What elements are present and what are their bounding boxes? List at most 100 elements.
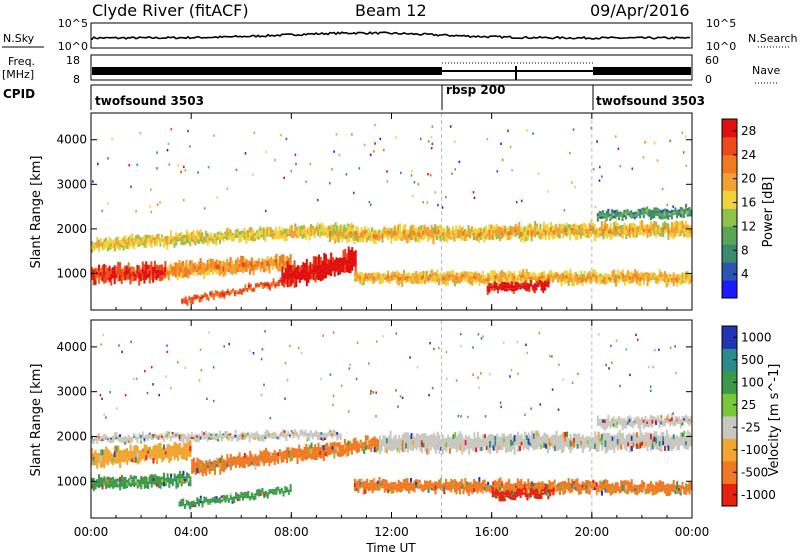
scatter-cell (558, 274, 561, 278)
scatter-cell (413, 276, 416, 280)
scatter-cell (646, 209, 649, 213)
scatter-cell (234, 264, 237, 270)
sparse-echo (685, 164, 688, 167)
scatter-cell (643, 435, 646, 440)
scatter-cell (208, 240, 211, 244)
scatter-cell (521, 236, 524, 241)
scatter-cell (545, 433, 548, 439)
scatter-cell (451, 234, 454, 240)
scatter-cell (462, 442, 465, 448)
scatter-cell (149, 478, 152, 482)
scatter-cell (262, 286, 265, 289)
scatter-cell (427, 489, 430, 493)
scatter-cell (185, 260, 188, 266)
sparse-echo (333, 150, 335, 153)
scatter-cell (178, 271, 181, 277)
scatter-cell (215, 241, 218, 246)
scatter-cell (408, 490, 411, 494)
scatter-cell (650, 445, 653, 451)
scatter-cell (349, 444, 352, 448)
scatter-cell (557, 445, 560, 451)
scatter-cell (283, 433, 286, 436)
scatter-cell (287, 431, 290, 433)
scatter-cell (657, 278, 660, 282)
scatter-cell (197, 433, 200, 437)
scatter-cell (262, 235, 265, 240)
scatter-cell (259, 261, 262, 265)
scatter-cell (688, 436, 691, 442)
scatter-cell (688, 233, 691, 237)
scatter-cell (509, 225, 512, 231)
scatter-cell (242, 289, 245, 291)
scatter-cell (342, 444, 345, 449)
scatter-cell (146, 269, 149, 274)
scatter-cell (273, 460, 276, 466)
scatter-cell (282, 494, 285, 497)
scatter-cell (307, 451, 310, 455)
scatter-cell (443, 438, 446, 443)
scatter-cell (403, 445, 406, 453)
scatter-cell (354, 266, 357, 275)
scatter-cell (383, 488, 386, 493)
scatter-cell (308, 435, 311, 439)
scatter-cell (266, 496, 269, 499)
scatter-cell (379, 448, 382, 455)
scatter-cell (557, 273, 560, 277)
scatter-cell (629, 446, 632, 453)
sparse-echo (107, 202, 109, 205)
scatter-cell (199, 237, 202, 242)
scatter-cell (671, 445, 674, 451)
scatter-cell (466, 440, 469, 445)
scatter-cell (180, 272, 183, 278)
scatter-cell (110, 239, 113, 243)
scatter-cell (626, 209, 629, 212)
scatter-cell (623, 442, 626, 446)
scatter-cell (136, 479, 139, 483)
scatter-cell (188, 297, 191, 299)
scatter-cell (544, 235, 547, 241)
scatter-cell (235, 290, 238, 292)
scatter-cell (679, 441, 682, 446)
scatter-cell (99, 436, 102, 439)
scatter-cell (431, 273, 434, 278)
scatter-cell (271, 236, 274, 240)
scatter-cell (425, 227, 428, 231)
scatter-cell (277, 284, 280, 287)
scatter-cell (227, 499, 230, 502)
scatter-cell (159, 240, 162, 244)
scatter-cell (651, 274, 654, 278)
scatter-cell (502, 281, 505, 285)
scatter-cell (161, 447, 164, 453)
scatter-cell (314, 273, 317, 283)
sparse-echo (500, 142, 502, 145)
scatter-cell (159, 437, 162, 439)
scatter-cell (653, 272, 656, 276)
scatter-cell (548, 227, 551, 232)
scatter-cell (348, 224, 351, 228)
scatter-cell (375, 272, 378, 276)
scatter-cell (439, 235, 442, 241)
scatter-cell (481, 235, 484, 239)
scatter-cell (464, 278, 467, 282)
scatter-cell (471, 487, 474, 491)
scatter-cell (232, 437, 235, 440)
scatter-cell (685, 231, 688, 237)
scatter-cell (457, 487, 460, 491)
scatter-cell (103, 438, 106, 441)
scatter-cell (357, 276, 360, 279)
scatter-cell (192, 263, 195, 268)
scatter-cell (453, 282, 456, 287)
scatter-cell (193, 298, 196, 301)
scatter-cell (492, 445, 495, 451)
scatter-cell (367, 227, 370, 232)
scatter-cell (586, 234, 589, 238)
scatter-cell (450, 437, 453, 442)
scatter-cell (456, 235, 459, 238)
scatter-cell (189, 445, 192, 452)
scatter-cell (436, 443, 439, 451)
scatter-cell (182, 272, 185, 279)
scatter-cell (650, 273, 653, 276)
scatter-cell (635, 271, 638, 276)
scatter-cell (374, 234, 377, 240)
scatter-cell (250, 432, 253, 435)
